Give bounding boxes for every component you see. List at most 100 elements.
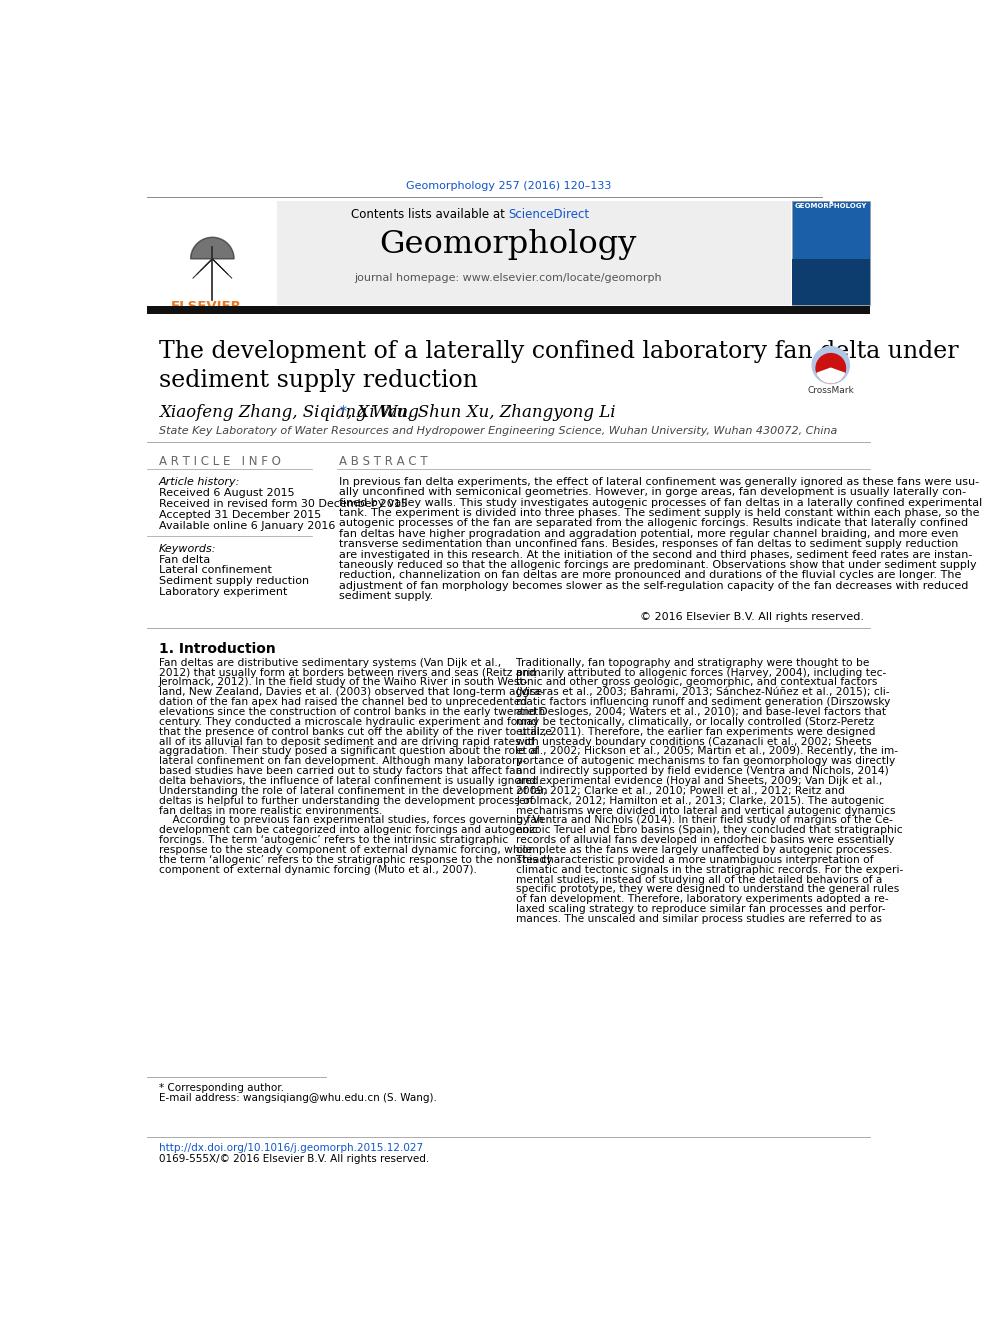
- Text: and indirectly supported by field evidence (Ventra and Nichols, 2014): and indirectly supported by field eviden…: [516, 766, 889, 777]
- Text: This characteristic provided a more unambiguous interpretation of: This characteristic provided a more unam…: [516, 855, 874, 865]
- Text: •: •: [827, 198, 834, 209]
- Text: Laboratory experiment: Laboratory experiment: [159, 587, 288, 597]
- Text: may be tectonically, climatically, or locally controlled (Storz-Peretz: may be tectonically, climatically, or lo…: [516, 717, 874, 726]
- Text: tank. The experiment is divided into three phases. The sediment supply is held c: tank. The experiment is divided into thr…: [339, 508, 980, 519]
- Text: Received in revised form 30 December 2015: Received in revised form 30 December 201…: [159, 499, 408, 509]
- Text: mances. The unscaled and similar process studies are referred to as: mances. The unscaled and similar process…: [516, 914, 882, 923]
- Text: Received 6 August 2015: Received 6 August 2015: [159, 488, 295, 499]
- FancyBboxPatch shape: [147, 201, 278, 306]
- Circle shape: [812, 347, 849, 384]
- Text: laxed scaling strategy to reproduce similar fan processes and perfor-: laxed scaling strategy to reproduce simi…: [516, 904, 886, 914]
- Text: with unsteady boundary conditions (Cazanacli et al., 2002; Sheets: with unsteady boundary conditions (Cazan…: [516, 737, 872, 746]
- Text: mental studies, instead of studying all of the detailed behaviors of a: mental studies, instead of studying all …: [516, 875, 883, 885]
- Text: taneously reduced so that the allogenic forcings are predominant. Observations s: taneously reduced so that the allogenic …: [339, 560, 977, 570]
- Text: the term ‘allogenic’ refers to the stratigraphic response to the nonsteady: the term ‘allogenic’ refers to the strat…: [159, 855, 553, 865]
- Text: elevations since the construction of control banks in the early twentieth: elevations since the construction of con…: [159, 706, 545, 717]
- Text: © 2016 Elsevier B.V. All rights reserved.: © 2016 Elsevier B.V. All rights reserved…: [640, 611, 864, 622]
- Text: Jerolmack, 2012). In the field study of the Waiho River in south West-: Jerolmack, 2012). In the field study of …: [159, 677, 529, 688]
- Text: In previous fan delta experiments, the effect of lateral confinement was general: In previous fan delta experiments, the e…: [339, 476, 979, 487]
- Text: delta behaviors, the influence of lateral confinement is usually ignored.: delta behaviors, the influence of latera…: [159, 777, 542, 786]
- Text: based studies have been carried out to study factors that affect fan: based studies have been carried out to s…: [159, 766, 522, 777]
- Text: fan deltas have higher progradation and aggradation potential, more regular chan: fan deltas have higher progradation and …: [339, 529, 959, 538]
- Text: Lateral confinement: Lateral confinement: [159, 565, 272, 576]
- Text: * Corresponding author.: * Corresponding author.: [159, 1082, 284, 1093]
- Text: tonic and other gross geologic, geomorphic, and contextual factors: tonic and other gross geologic, geomorph…: [516, 677, 878, 688]
- Text: GEOMORPHOLOGY: GEOMORPHOLOGY: [795, 204, 867, 209]
- Text: Xiaofeng Zhang, Siqiang Wang: Xiaofeng Zhang, Siqiang Wang: [159, 404, 424, 421]
- Text: Traditionally, fan topography and stratigraphy were thought to be: Traditionally, fan topography and strati…: [516, 658, 870, 668]
- Text: Keywords:: Keywords:: [159, 544, 216, 554]
- Text: by Ventra and Nichols (2014). In their field study of margins of the Ce-: by Ventra and Nichols (2014). In their f…: [516, 815, 893, 826]
- Text: matic factors influencing runoff and sediment generation (Dirszowsky: matic factors influencing runoff and sed…: [516, 697, 891, 708]
- Text: journal homepage: www.elsevier.com/locate/geomorph: journal homepage: www.elsevier.com/locat…: [354, 273, 663, 283]
- Text: are investigated in this research. At the initiation of the second and third pha: are investigated in this research. At th…: [339, 549, 973, 560]
- Polygon shape: [190, 237, 234, 259]
- Text: component of external dynamic forcing (Muto et al., 2007).: component of external dynamic forcing (M…: [159, 865, 477, 875]
- Text: 0169-555X/© 2016 Elsevier B.V. All rights reserved.: 0169-555X/© 2016 Elsevier B.V. All right…: [159, 1154, 430, 1164]
- Text: century. They conducted a microscale hydraulic experiment and found: century. They conducted a microscale hyd…: [159, 717, 538, 726]
- Text: ELSEVIER: ELSEVIER: [171, 300, 241, 314]
- Text: 2009, 2012; Clarke et al., 2010; Powell et al., 2012; Reitz and: 2009, 2012; Clarke et al., 2010; Powell …: [516, 786, 845, 796]
- Text: According to previous fan experimental studies, forces governing fan: According to previous fan experimental s…: [159, 815, 544, 826]
- Text: E-mail address: wangsiqiang@whu.edu.cn (S. Wang).: E-mail address: wangsiqiang@whu.edu.cn (…: [159, 1093, 436, 1103]
- Text: forcings. The term ‘autogenic’ refers to the intrinsic stratigraphic: forcings. The term ‘autogenic’ refers to…: [159, 835, 508, 845]
- Text: Understanding the role of lateral confinement in the development of fan: Understanding the role of lateral confin…: [159, 786, 548, 796]
- FancyBboxPatch shape: [147, 201, 791, 306]
- Text: Jerolmack, 2012; Hamilton et al., 2013; Clarke, 2015). The autogenic: Jerolmack, 2012; Hamilton et al., 2013; …: [516, 795, 885, 806]
- Text: primarily attributed to allogenic forces (Harvey, 2004), including tec-: primarily attributed to allogenic forces…: [516, 668, 887, 677]
- Text: complete as the fans were largely unaffected by autogenic processes.: complete as the fans were largely unaffe…: [516, 845, 893, 855]
- Text: 1. Introduction: 1. Introduction: [159, 643, 276, 656]
- Text: that the presence of control banks cut off the ability of the river to utilize: that the presence of control banks cut o…: [159, 726, 552, 737]
- Text: of fan development. Therefore, laboratory experiments adopted a re-: of fan development. Therefore, laborator…: [516, 894, 889, 904]
- Text: lateral confinement on fan development. Although many laboratory-: lateral confinement on fan development. …: [159, 757, 527, 766]
- Text: mechanisms were divided into lateral and vertical autogenic dynamics: mechanisms were divided into lateral and…: [516, 806, 896, 815]
- Text: http://dx.doi.org/10.1016/j.geomorph.2015.12.027: http://dx.doi.org/10.1016/j.geomorph.201…: [159, 1143, 423, 1152]
- Text: sediment supply.: sediment supply.: [339, 591, 434, 601]
- Text: (Viseras et al., 2003; Bahrami, 2013; Sánchez-Núñez et al., 2015); cli-: (Viseras et al., 2003; Bahrami, 2013; Sá…: [516, 687, 890, 697]
- Text: Fan delta: Fan delta: [159, 554, 210, 565]
- Text: fined by valley walls. This study investigates autogenic processes of fan deltas: fined by valley walls. This study invest…: [339, 497, 983, 508]
- FancyBboxPatch shape: [792, 259, 870, 306]
- Text: and Desloges, 2004; Waters et al., 2010); and base-level factors that: and Desloges, 2004; Waters et al., 2010)…: [516, 706, 886, 717]
- Text: records of alluvial fans developed in endorheic basins were essentially: records of alluvial fans developed in en…: [516, 835, 895, 845]
- Text: ScienceDirect: ScienceDirect: [509, 208, 589, 221]
- Text: Geomorphology: Geomorphology: [380, 229, 637, 261]
- Text: all of its alluvial fan to deposit sediment and are driving rapid rates of: all of its alluvial fan to deposit sedim…: [159, 737, 535, 746]
- Text: climatic and tectonic signals in the stratigraphic records. For the experi-: climatic and tectonic signals in the str…: [516, 865, 904, 875]
- Text: nozoic Teruel and Ebro basins (Spain), they concluded that stratigraphic: nozoic Teruel and Ebro basins (Spain), t…: [516, 826, 903, 835]
- Text: response to the steady component of external dynamic forcing, while: response to the steady component of exte…: [159, 845, 532, 855]
- Text: State Key Laboratory of Water Resources and Hydropower Engineering Science, Wuha: State Key Laboratory of Water Resources …: [159, 426, 837, 437]
- Wedge shape: [817, 368, 844, 382]
- Text: autogenic processes of the fan are separated from the allogenic forcings. Result: autogenic processes of the fan are separ…: [339, 519, 968, 528]
- Text: reduction, channelization on fan deltas are more pronounced and durations of the: reduction, channelization on fan deltas …: [339, 570, 962, 581]
- Text: Geomorphology 257 (2016) 120–133: Geomorphology 257 (2016) 120–133: [406, 181, 611, 191]
- Text: dation of the fan apex had raised the channel bed to unprecedented: dation of the fan apex had raised the ch…: [159, 697, 527, 708]
- Text: *: *: [339, 404, 346, 418]
- Polygon shape: [190, 237, 234, 259]
- Text: Contents lists available at: Contents lists available at: [351, 208, 509, 221]
- Text: fan deltas in more realistic environments.: fan deltas in more realistic environment…: [159, 806, 382, 815]
- Text: land, New Zealand, Davies et al. (2003) observed that long-term aggra-: land, New Zealand, Davies et al. (2003) …: [159, 687, 544, 697]
- Text: et al., 2011). Therefore, the earlier fan experiments were designed: et al., 2011). Therefore, the earlier fa…: [516, 726, 876, 737]
- Text: specific prototype, they were designed to understand the general rules: specific prototype, they were designed t…: [516, 884, 900, 894]
- Text: Fan deltas are distributive sedimentary systems (Van Dijk et al.,: Fan deltas are distributive sedimentary …: [159, 658, 501, 668]
- Text: and experimental evidence (Hoyal and Sheets, 2009; Van Dijk et al.,: and experimental evidence (Hoyal and She…: [516, 777, 883, 786]
- Text: development can be categorized into allogenic forcings and autogenic: development can be categorized into allo…: [159, 826, 538, 835]
- Text: A R T I C L E   I N F O: A R T I C L E I N F O: [159, 455, 281, 468]
- Text: , Xi Wu, Shun Xu, Zhangyong Li: , Xi Wu, Shun Xu, Zhangyong Li: [347, 404, 616, 421]
- Text: Article history:: Article history:: [159, 476, 240, 487]
- Text: et al., 2002; Hickson et al., 2005; Martin et al., 2009). Recently, the im-: et al., 2002; Hickson et al., 2005; Mart…: [516, 746, 899, 757]
- FancyBboxPatch shape: [792, 201, 870, 306]
- Text: A B S T R A C T: A B S T R A C T: [339, 455, 429, 468]
- Text: 2012) that usually form at borders between rivers and seas (Reitz and: 2012) that usually form at borders betwe…: [159, 668, 536, 677]
- Text: adjustment of fan morphology becomes slower as the self-regulation capacity of t: adjustment of fan morphology becomes slo…: [339, 581, 969, 591]
- Text: Sediment supply reduction: Sediment supply reduction: [159, 576, 309, 586]
- FancyBboxPatch shape: [147, 306, 870, 315]
- Text: aggradation. Their study posed a significant question about the role of: aggradation. Their study posed a signifi…: [159, 746, 539, 757]
- Text: Available online 6 January 2016: Available online 6 January 2016: [159, 521, 335, 531]
- Text: ally unconfined with semiconical geometries. However, in gorge areas, fan develo: ally unconfined with semiconical geometr…: [339, 487, 966, 497]
- Text: transverse sedimentation than unconfined fans. Besides, responses of fan deltas : transverse sedimentation than unconfined…: [339, 540, 959, 549]
- Text: deltas is helpful to further understanding the development process of: deltas is helpful to further understandi…: [159, 795, 534, 806]
- Text: The development of a laterally confined laboratory fan delta under
sediment supp: The development of a laterally confined …: [159, 340, 958, 392]
- Text: Accepted 31 December 2015: Accepted 31 December 2015: [159, 509, 321, 520]
